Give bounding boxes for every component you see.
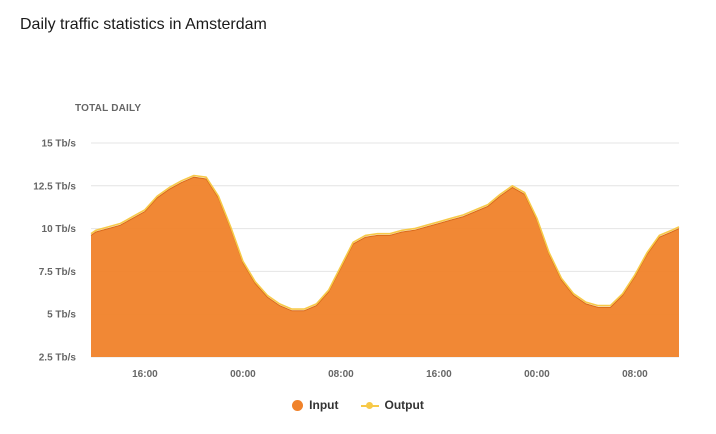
y-tick-label: 2.5 Tb/s bbox=[39, 353, 77, 364]
x-axis-ticks: 16:00 00:00 08:00 16:00 00:00 08:00 bbox=[132, 369, 648, 380]
chart-subtitle: TOTAL DAILY bbox=[75, 103, 142, 114]
y-axis-ticks: 2.5 Tb/s 5 Tb/s 7.5 Tb/s 10 Tb/s 12.5 Tb/s 15… bbox=[33, 139, 76, 364]
y-tick-label: 10 Tb/s bbox=[42, 224, 77, 235]
series-input-line bbox=[90, 176, 680, 312]
x-tick-label: 08:00 bbox=[622, 369, 648, 380]
legend-item-output[interactable]: Output bbox=[360, 398, 424, 412]
x-tick-label: 16:00 bbox=[426, 369, 452, 380]
x-tick-label: 08:00 bbox=[328, 369, 354, 380]
y-tick-label: 15 Tb/s bbox=[42, 139, 77, 150]
series-output-line[interactable] bbox=[90, 174, 680, 310]
legend-item-input[interactable]: Input bbox=[292, 398, 339, 412]
legend-input-label: Input bbox=[309, 398, 339, 412]
x-tick-label: 16:00 bbox=[132, 369, 158, 380]
x-tick-label: 00:00 bbox=[524, 369, 550, 380]
input-swatch-icon bbox=[292, 399, 304, 411]
output-swatch-icon bbox=[360, 400, 379, 411]
legend-output-label: Output bbox=[384, 398, 424, 412]
chart-title: Daily traffic statistics in Amsterdam bbox=[20, 16, 267, 33]
y-tick-label: 5 Tb/s bbox=[47, 310, 76, 321]
x-tick-label: 00:00 bbox=[230, 369, 256, 380]
y-tick-label: 7.5 Tb/s bbox=[39, 267, 77, 278]
y-tick-label: 12.5 Tb/s bbox=[33, 181, 76, 192]
series-input-area[interactable] bbox=[91, 177, 679, 357]
series-layer bbox=[90, 174, 680, 357]
legend: Input Output bbox=[0, 398, 716, 412]
